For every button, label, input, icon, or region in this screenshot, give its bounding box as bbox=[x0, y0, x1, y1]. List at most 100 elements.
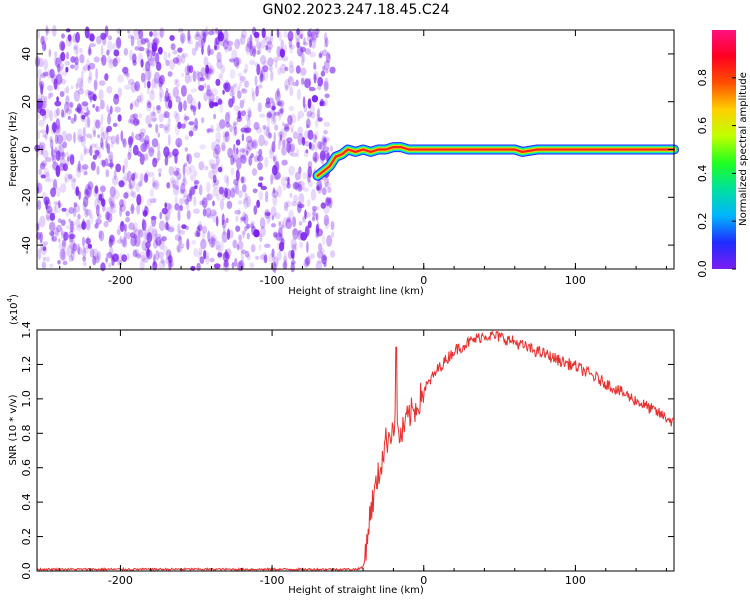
noise-blob bbox=[68, 153, 75, 160]
noise-blob bbox=[165, 216, 169, 225]
noise-blob bbox=[237, 208, 241, 216]
noise-blob bbox=[232, 128, 236, 137]
noise-blob bbox=[259, 217, 266, 230]
noise-blob bbox=[70, 174, 74, 182]
noise-blob bbox=[284, 84, 289, 92]
noise-blob bbox=[146, 49, 150, 57]
noise-blob bbox=[239, 99, 244, 109]
noise-blob bbox=[176, 172, 182, 181]
noise-blob bbox=[280, 176, 287, 186]
noise-blob bbox=[152, 105, 156, 116]
noise-blob bbox=[164, 90, 169, 103]
noise-blob bbox=[53, 201, 59, 206]
noise-blob bbox=[272, 112, 277, 125]
noise-blob bbox=[72, 33, 77, 43]
noise-blob bbox=[134, 236, 141, 247]
noise-blob bbox=[168, 224, 175, 233]
noise-blob bbox=[122, 138, 127, 148]
noise-blob bbox=[181, 72, 184, 78]
noise-blob bbox=[208, 159, 216, 166]
noise-blob bbox=[224, 187, 229, 199]
noise-blob bbox=[279, 47, 284, 55]
noise-blob bbox=[304, 140, 310, 147]
noise-blob bbox=[217, 98, 223, 105]
noise-blob bbox=[275, 232, 283, 241]
noise-blob bbox=[152, 182, 158, 188]
noise-blob bbox=[231, 95, 235, 104]
noise-blob bbox=[318, 52, 323, 59]
noise-blob bbox=[290, 238, 297, 250]
noise-blob bbox=[130, 190, 134, 197]
noise-blob bbox=[232, 122, 237, 131]
noise-blob bbox=[87, 109, 91, 116]
noise-blob bbox=[255, 126, 263, 134]
noise-blob bbox=[168, 151, 174, 158]
noise-blob bbox=[247, 254, 251, 261]
noise-blob bbox=[49, 109, 53, 122]
noise-blob bbox=[292, 82, 297, 87]
noise-blob bbox=[127, 78, 135, 86]
noise-blob bbox=[309, 104, 316, 115]
noise-blob bbox=[107, 35, 113, 41]
noise-blob bbox=[92, 104, 95, 108]
noise-blob bbox=[230, 85, 234, 93]
noise-blob bbox=[196, 262, 201, 272]
noise-blob bbox=[85, 133, 93, 139]
noise-blob bbox=[95, 119, 101, 129]
noise-blob bbox=[237, 110, 242, 119]
noise-blob bbox=[251, 139, 258, 150]
noise-blob bbox=[247, 107, 252, 118]
noise-blob bbox=[240, 33, 246, 46]
noise-blob bbox=[177, 121, 182, 130]
snr-x-ticks: -200 -100 0 100 bbox=[59, 330, 667, 587]
noise-blob bbox=[69, 101, 74, 108]
noise-blob bbox=[272, 57, 279, 63]
noise-blob bbox=[168, 166, 174, 176]
noise-blob bbox=[202, 197, 208, 209]
noise-blob bbox=[288, 37, 293, 48]
noise-blob bbox=[53, 178, 58, 191]
noise-blob bbox=[37, 68, 42, 80]
noise-blob bbox=[194, 185, 198, 190]
noise-blob bbox=[211, 141, 215, 151]
noise-blob bbox=[87, 32, 95, 41]
noise-blob bbox=[67, 34, 72, 42]
noise-blob bbox=[294, 171, 301, 181]
noise-blob bbox=[221, 231, 228, 243]
noise-blob bbox=[42, 149, 49, 159]
noise-blob bbox=[193, 208, 200, 214]
noise-blob bbox=[324, 32, 328, 44]
noise-blob bbox=[192, 105, 196, 116]
noise-blob bbox=[233, 178, 239, 186]
noise-blob bbox=[317, 141, 323, 150]
noise-blob bbox=[218, 186, 224, 195]
noise-blob bbox=[183, 113, 188, 126]
noise-blob bbox=[145, 169, 150, 180]
noise-blob bbox=[229, 68, 236, 80]
snr-panel: -200 -100 0 100 0.0 0.2 0.4 0.6 0.8 1.0 1.2 1.4 He… bbox=[6, 294, 675, 596]
noise-blob bbox=[100, 113, 104, 125]
noise-blob bbox=[284, 126, 290, 132]
noise-blob bbox=[117, 114, 122, 122]
noise-blob bbox=[203, 249, 207, 260]
noise-blob bbox=[64, 101, 70, 113]
noise-blob bbox=[180, 85, 187, 97]
noise-blob bbox=[208, 65, 215, 76]
noise-blob bbox=[107, 262, 112, 268]
noise-blob bbox=[144, 204, 148, 215]
noise-blob bbox=[235, 139, 241, 146]
noise-blob bbox=[141, 219, 147, 232]
noise-blob bbox=[277, 109, 282, 121]
noise-blob bbox=[105, 169, 110, 178]
noise-blob bbox=[70, 117, 75, 124]
noise-blob bbox=[62, 239, 66, 247]
noise-blob bbox=[298, 29, 304, 40]
noise-blob bbox=[152, 197, 157, 204]
noise-blob bbox=[117, 87, 122, 98]
noise-blob bbox=[257, 47, 262, 55]
noise-blob bbox=[236, 86, 240, 93]
noise-blob bbox=[212, 187, 219, 197]
noise-blob bbox=[260, 226, 266, 237]
noise-blob bbox=[149, 111, 156, 117]
noise-blob bbox=[158, 260, 165, 270]
